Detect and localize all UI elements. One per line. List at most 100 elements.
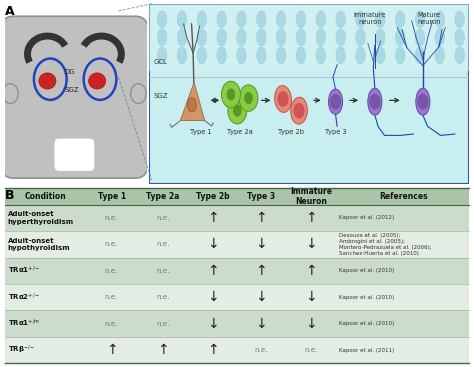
- FancyBboxPatch shape: [337, 310, 469, 337]
- Text: TRα2$^{+/-}$: TRα2$^{+/-}$: [8, 292, 40, 303]
- Text: ↓: ↓: [207, 237, 219, 251]
- FancyBboxPatch shape: [5, 337, 86, 363]
- Text: Type 3: Type 3: [325, 129, 346, 135]
- Circle shape: [130, 84, 146, 103]
- Text: ↑: ↑: [106, 343, 118, 357]
- Text: ↑: ↑: [207, 343, 219, 357]
- Text: Type 1: Type 1: [190, 129, 211, 135]
- Ellipse shape: [416, 88, 430, 115]
- Text: ↑: ↑: [207, 264, 219, 278]
- Text: Adult-onset
hyperthyroidism: Adult-onset hyperthyroidism: [8, 211, 73, 225]
- Ellipse shape: [89, 73, 106, 89]
- Ellipse shape: [368, 88, 382, 115]
- FancyBboxPatch shape: [237, 284, 286, 310]
- Ellipse shape: [375, 11, 385, 28]
- Text: ↑: ↑: [207, 211, 219, 225]
- FancyBboxPatch shape: [86, 205, 137, 231]
- Ellipse shape: [157, 11, 167, 28]
- FancyBboxPatch shape: [337, 188, 469, 205]
- FancyBboxPatch shape: [337, 231, 469, 258]
- Text: GCL: GCL: [153, 59, 167, 65]
- Ellipse shape: [395, 29, 405, 46]
- FancyBboxPatch shape: [237, 310, 286, 337]
- Circle shape: [417, 94, 428, 109]
- FancyBboxPatch shape: [237, 231, 286, 258]
- Ellipse shape: [237, 29, 246, 46]
- Text: ↓: ↓: [207, 290, 219, 304]
- Text: ↓: ↓: [255, 317, 267, 331]
- FancyBboxPatch shape: [286, 188, 337, 205]
- Text: Kapoor et al. (2012): Kapoor et al. (2012): [339, 215, 394, 221]
- Text: Type 1: Type 1: [98, 192, 126, 201]
- Text: ↑: ↑: [306, 264, 317, 278]
- Ellipse shape: [197, 47, 207, 64]
- Text: Kapoor et al. (2010): Kapoor et al. (2010): [339, 321, 394, 326]
- Text: n.e.: n.e.: [156, 294, 169, 300]
- Text: n.e.: n.e.: [105, 294, 118, 300]
- Ellipse shape: [356, 47, 365, 64]
- FancyBboxPatch shape: [137, 310, 188, 337]
- Text: Type 2a: Type 2a: [146, 192, 179, 201]
- Text: TRβ$^{-/-}$: TRβ$^{-/-}$: [8, 344, 35, 356]
- Ellipse shape: [217, 29, 227, 46]
- Ellipse shape: [274, 86, 292, 112]
- FancyBboxPatch shape: [86, 258, 137, 284]
- Text: ↓: ↓: [255, 237, 267, 251]
- Circle shape: [330, 94, 341, 109]
- Text: ↓: ↓: [306, 290, 317, 304]
- Ellipse shape: [187, 98, 196, 112]
- Text: n.e.: n.e.: [255, 347, 268, 353]
- FancyBboxPatch shape: [237, 258, 286, 284]
- FancyBboxPatch shape: [5, 284, 86, 310]
- FancyBboxPatch shape: [137, 231, 188, 258]
- FancyBboxPatch shape: [237, 188, 286, 205]
- Ellipse shape: [375, 29, 385, 46]
- FancyBboxPatch shape: [86, 284, 137, 310]
- Text: Immature
Neuron: Immature Neuron: [290, 187, 332, 206]
- Ellipse shape: [237, 11, 246, 28]
- Ellipse shape: [415, 47, 425, 64]
- Ellipse shape: [435, 29, 445, 46]
- FancyBboxPatch shape: [188, 310, 237, 337]
- FancyBboxPatch shape: [188, 188, 237, 205]
- FancyBboxPatch shape: [286, 205, 337, 231]
- Ellipse shape: [296, 47, 306, 64]
- Ellipse shape: [237, 47, 246, 64]
- Text: n.e.: n.e.: [305, 347, 318, 353]
- Ellipse shape: [316, 29, 326, 46]
- Ellipse shape: [197, 29, 207, 46]
- FancyBboxPatch shape: [5, 231, 86, 258]
- Text: n.e.: n.e.: [105, 241, 118, 247]
- Circle shape: [227, 88, 235, 101]
- FancyBboxPatch shape: [137, 188, 188, 205]
- FancyBboxPatch shape: [188, 258, 237, 284]
- FancyBboxPatch shape: [286, 284, 337, 310]
- Text: n.e.: n.e.: [156, 321, 169, 327]
- Text: Immature
neuron: Immature neuron: [354, 12, 386, 25]
- Text: n.e.: n.e.: [105, 321, 118, 327]
- Ellipse shape: [336, 29, 346, 46]
- Text: ↑: ↑: [306, 211, 317, 225]
- Ellipse shape: [375, 47, 385, 64]
- FancyBboxPatch shape: [86, 231, 137, 258]
- Ellipse shape: [328, 89, 343, 114]
- Ellipse shape: [455, 11, 465, 28]
- Text: ↓: ↓: [306, 317, 317, 331]
- FancyBboxPatch shape: [137, 258, 188, 284]
- Ellipse shape: [177, 11, 187, 28]
- Text: ↑: ↑: [255, 264, 267, 278]
- FancyBboxPatch shape: [137, 205, 188, 231]
- Ellipse shape: [256, 47, 266, 64]
- Text: Kapoor et al. (2010): Kapoor et al. (2010): [339, 295, 394, 300]
- FancyBboxPatch shape: [5, 258, 86, 284]
- Ellipse shape: [296, 29, 306, 46]
- Text: ↓: ↓: [306, 237, 317, 251]
- FancyBboxPatch shape: [188, 337, 237, 363]
- Ellipse shape: [217, 47, 227, 64]
- Text: A: A: [5, 6, 14, 18]
- Ellipse shape: [217, 11, 227, 28]
- Ellipse shape: [177, 47, 187, 64]
- FancyBboxPatch shape: [55, 139, 94, 171]
- Text: Type 3: Type 3: [247, 192, 275, 201]
- Circle shape: [3, 84, 18, 103]
